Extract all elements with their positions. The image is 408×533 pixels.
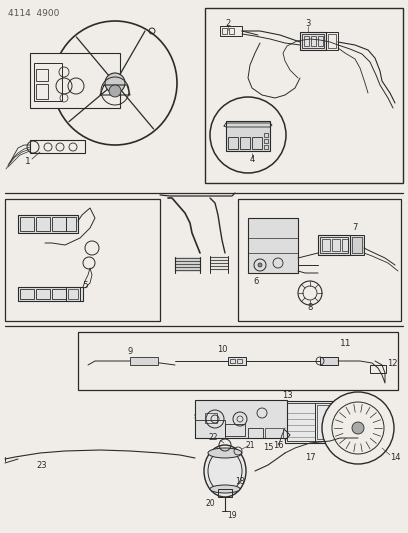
Text: 18: 18 — [235, 477, 245, 486]
Bar — [205, 413, 217, 423]
Ellipse shape — [210, 485, 240, 493]
Circle shape — [352, 422, 364, 434]
Text: 11: 11 — [340, 338, 352, 348]
Bar — [195, 420, 225, 438]
Bar — [20, 289, 34, 299]
Bar — [328, 34, 336, 48]
Text: 10: 10 — [217, 345, 227, 354]
Text: 12: 12 — [387, 359, 397, 367]
Bar — [36, 217, 50, 231]
Bar — [311, 36, 316, 46]
Bar — [300, 32, 326, 50]
Bar — [18, 287, 83, 301]
Bar — [332, 239, 340, 251]
Bar — [30, 140, 85, 153]
Text: 17: 17 — [305, 453, 315, 462]
Text: 13: 13 — [282, 391, 292, 400]
Text: 22: 22 — [208, 433, 218, 442]
Bar — [322, 239, 330, 251]
Bar — [228, 137, 238, 149]
Bar — [302, 34, 324, 48]
Bar — [34, 63, 62, 101]
Bar — [5, 199, 160, 321]
Circle shape — [258, 263, 262, 267]
Ellipse shape — [204, 445, 246, 497]
Bar — [130, 357, 158, 365]
Bar — [252, 137, 262, 149]
Bar — [265, 428, 283, 438]
Bar — [52, 289, 66, 299]
Text: 2: 2 — [225, 20, 231, 28]
Ellipse shape — [208, 448, 242, 458]
Bar — [205, 8, 403, 183]
Text: 9: 9 — [127, 346, 133, 356]
Text: 14: 14 — [390, 453, 400, 462]
Text: 7: 7 — [353, 223, 358, 232]
Text: 5: 5 — [82, 280, 88, 289]
Bar — [320, 357, 338, 365]
Bar — [36, 84, 48, 99]
Text: 8: 8 — [307, 303, 313, 312]
Bar — [264, 139, 268, 143]
Circle shape — [109, 85, 121, 97]
Bar — [342, 239, 348, 251]
Bar — [229, 28, 234, 34]
Bar — [315, 403, 335, 441]
Text: 21: 21 — [245, 440, 255, 449]
Text: 6: 6 — [253, 277, 259, 286]
Bar — [264, 133, 268, 137]
Bar — [222, 28, 227, 34]
Bar — [350, 235, 364, 255]
Bar — [326, 32, 338, 50]
Bar — [317, 405, 333, 439]
Bar — [285, 401, 337, 443]
Bar — [20, 217, 34, 231]
Bar — [287, 403, 315, 441]
Bar — [318, 36, 323, 46]
Bar — [195, 400, 287, 438]
Text: 4: 4 — [249, 156, 255, 165]
Bar — [230, 359, 235, 363]
Bar — [352, 237, 362, 253]
Circle shape — [210, 97, 286, 173]
Bar — [220, 26, 242, 36]
Bar — [238, 199, 401, 321]
Text: 3: 3 — [305, 20, 310, 28]
Bar — [218, 489, 232, 497]
Bar — [370, 365, 386, 373]
Bar — [226, 121, 270, 151]
Text: 23: 23 — [37, 461, 47, 470]
Bar — [30, 53, 120, 108]
Bar — [36, 69, 48, 81]
Bar — [248, 428, 263, 438]
Text: 16: 16 — [273, 441, 283, 450]
Bar — [228, 357, 246, 365]
Bar — [318, 235, 350, 255]
Bar — [36, 289, 50, 299]
Bar — [66, 287, 80, 301]
Bar — [320, 237, 348, 253]
Bar — [52, 217, 66, 231]
Bar — [225, 424, 245, 436]
Bar — [248, 218, 298, 273]
Text: 1: 1 — [25, 157, 31, 166]
Bar — [18, 215, 78, 233]
Bar — [240, 137, 250, 149]
Bar — [68, 289, 78, 299]
Bar — [304, 36, 309, 46]
Circle shape — [322, 392, 394, 464]
Text: 15: 15 — [263, 443, 273, 453]
Bar — [78, 332, 398, 390]
Circle shape — [105, 73, 125, 93]
Text: 19: 19 — [227, 511, 237, 520]
Bar — [66, 217, 76, 231]
Text: 4114  4900: 4114 4900 — [8, 9, 60, 18]
Bar — [237, 359, 242, 363]
Bar — [264, 145, 268, 149]
Text: 20: 20 — [205, 498, 215, 507]
